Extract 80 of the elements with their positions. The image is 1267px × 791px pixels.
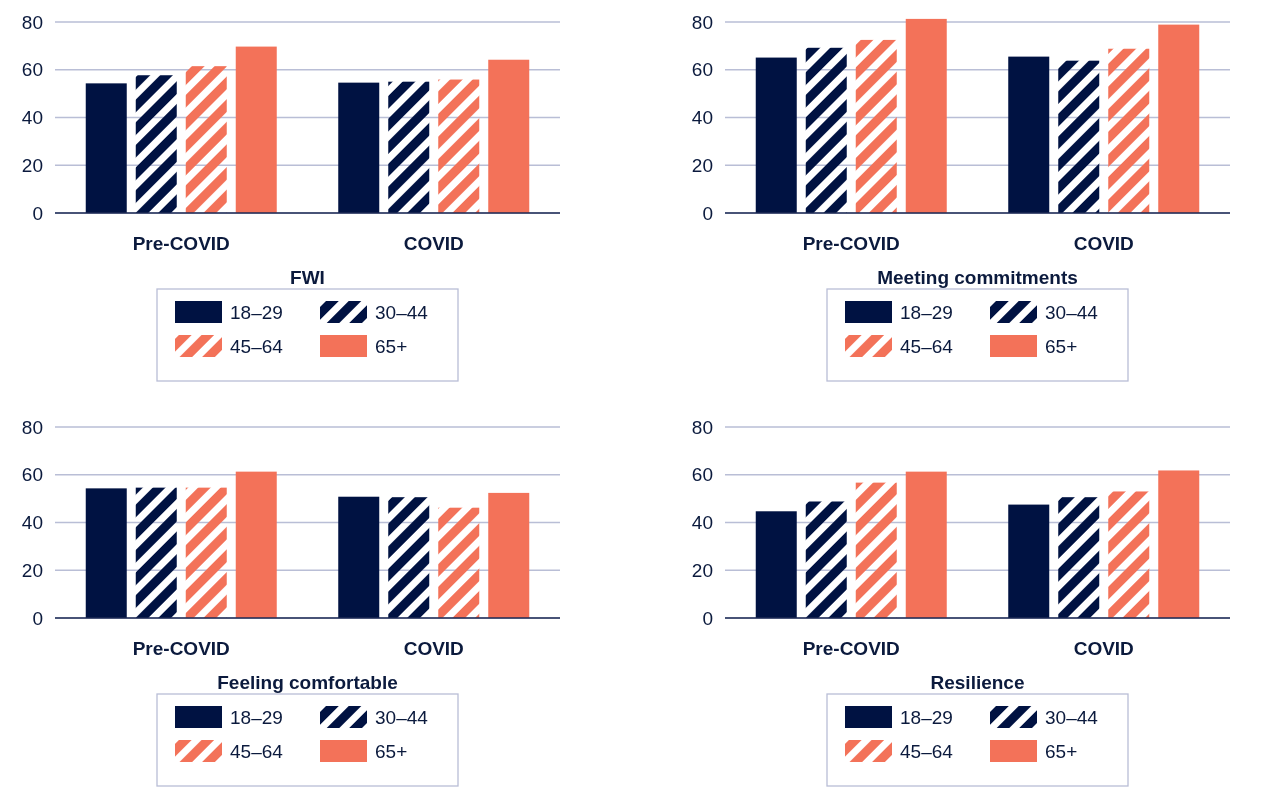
y-tick-label: 0 (702, 202, 713, 224)
x-axis-title: Resilience (930, 672, 1025, 693)
bar (135, 75, 177, 213)
bar (1158, 24, 1200, 213)
bar (235, 471, 277, 618)
legend-label: 18–29 (900, 301, 953, 323)
bar (338, 82, 380, 213)
y-tick-label: 40 (691, 107, 713, 129)
bar (388, 81, 430, 213)
bar (1108, 491, 1150, 618)
y-tick-label: 60 (691, 464, 713, 486)
bar (388, 497, 430, 618)
legend-label: 65+ (1045, 740, 1078, 762)
legend-label: 30–44 (1045, 706, 1099, 728)
x-axis-title: FWI (290, 267, 325, 288)
bar (755, 511, 797, 618)
bar (488, 492, 530, 618)
y-tick-label: 80 (21, 11, 43, 33)
legend-label: 30–44 (375, 301, 429, 323)
bar (905, 471, 947, 618)
legend-label: 18–29 (900, 706, 953, 728)
y-tick-label: 40 (691, 512, 713, 534)
y-tick-label: 20 (21, 559, 43, 581)
bar (855, 482, 897, 618)
legend-label: 18–29 (230, 301, 283, 323)
bar (338, 496, 380, 618)
legend-label: 45–64 (900, 335, 954, 357)
bar (85, 488, 127, 618)
legend-label: 30–44 (375, 706, 429, 728)
y-tick-label: 60 (21, 59, 43, 81)
bar (438, 507, 480, 618)
y-tick-label: 60 (691, 59, 713, 81)
legend-label: 45–64 (900, 740, 954, 762)
bar (1108, 48, 1150, 213)
bar (235, 46, 277, 213)
legend-label: 65+ (1045, 335, 1078, 357)
bar (1008, 504, 1050, 618)
bar (438, 79, 480, 213)
bar (135, 487, 177, 618)
x-tick-label: COVID (403, 638, 464, 659)
bar (755, 57, 797, 213)
x-tick-label: Pre-COVID (802, 638, 900, 659)
x-tick-label: COVID (1073, 638, 1134, 659)
y-tick-label: 0 (702, 607, 713, 629)
bar (805, 501, 847, 618)
bar (1008, 56, 1050, 213)
x-tick-label: COVID (403, 233, 464, 254)
bar (1058, 497, 1100, 618)
x-axis-title: Feeling comfortable (217, 672, 398, 693)
bar (85, 83, 127, 213)
bar (1058, 60, 1100, 213)
bar (185, 487, 227, 618)
bar (1158, 470, 1200, 618)
bar (855, 39, 897, 213)
y-tick-label: 40 (21, 107, 43, 129)
y-tick-label: 80 (691, 416, 713, 438)
y-tick-label: 20 (21, 154, 43, 176)
y-tick-label: 20 (691, 154, 713, 176)
x-tick-label: Pre-COVID (132, 638, 230, 659)
x-tick-label: COVID (1073, 233, 1134, 254)
legend-label: 18–29 (230, 706, 283, 728)
bar (805, 47, 847, 213)
x-axis-title: Meeting commitments (877, 267, 1078, 288)
x-tick-label: Pre-COVID (132, 233, 230, 254)
y-tick-label: 0 (32, 607, 43, 629)
bar (488, 59, 530, 213)
y-tick-label: 80 (21, 416, 43, 438)
y-tick-label: 0 (32, 202, 43, 224)
y-tick-label: 20 (691, 559, 713, 581)
legend-label: 65+ (375, 335, 408, 357)
y-tick-label: 40 (21, 512, 43, 534)
legend-label: 45–64 (230, 335, 284, 357)
x-tick-label: Pre-COVID (802, 233, 900, 254)
y-tick-label: 80 (691, 11, 713, 33)
y-tick-label: 60 (21, 464, 43, 486)
legend-label: 30–44 (1045, 301, 1099, 323)
legend-label: 45–64 (230, 740, 284, 762)
bar (185, 66, 227, 213)
bar (905, 18, 947, 213)
legend-label: 65+ (375, 740, 408, 762)
